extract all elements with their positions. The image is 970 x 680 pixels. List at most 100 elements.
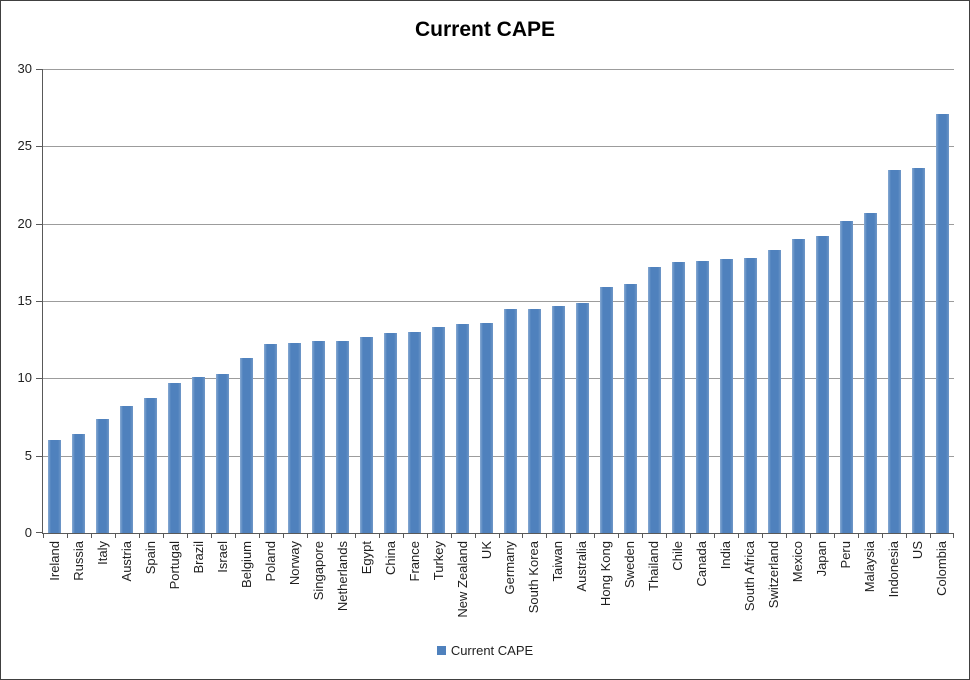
- x-tick-6: [186, 533, 188, 538]
- x-tick-24: [618, 533, 620, 538]
- x-axis-label-mexico: Mexico: [790, 541, 806, 583]
- x-axis-label-new-zealand: New Zealand: [454, 541, 470, 618]
- y-tick-15: [36, 301, 42, 302]
- bar-china: [384, 333, 398, 533]
- bar-canada: [695, 260, 709, 533]
- x-axis-label-peru: Peru: [838, 541, 854, 569]
- x-tick-20: [522, 533, 524, 538]
- bar-peru: [839, 220, 853, 533]
- x-axis-label-colombia: Colombia: [934, 541, 949, 596]
- legend-swatch: [436, 646, 446, 655]
- x-axis-label-canada: Canada: [694, 541, 710, 587]
- bar-portugal: [168, 382, 182, 533]
- gridline-5: [43, 455, 954, 457]
- x-axis-label-italy: Italy: [94, 541, 110, 565]
- x-axis-label-brazil: Brazil: [190, 541, 206, 574]
- y-axis-label-30: 30: [17, 61, 32, 76]
- x-axis-label-indonesia: Indonesia: [886, 541, 902, 598]
- x-tick-7: [210, 533, 212, 538]
- bar-egypt: [360, 336, 374, 533]
- x-tick-16: [426, 533, 428, 538]
- x-tick-15: [402, 533, 404, 538]
- x-tick-28: [714, 533, 716, 538]
- x-axis-label-us: US: [910, 541, 926, 560]
- y-tick-0: [36, 532, 42, 533]
- x-axis-line: [42, 533, 954, 534]
- gridline-30: [43, 69, 954, 70]
- gridline-25: [43, 146, 954, 148]
- x-axis-label-germany: Germany: [502, 541, 518, 595]
- bar-israel: [216, 373, 230, 533]
- bar-austria: [120, 406, 134, 533]
- y-tick-5: [36, 455, 42, 457]
- bar-us: [911, 168, 925, 533]
- x-tick-10: [282, 533, 284, 538]
- bar-russia: [72, 434, 86, 533]
- x-axis-label-poland: Poland: [262, 541, 278, 582]
- x-tick-35: [882, 533, 884, 538]
- x-tick-33: [834, 533, 836, 538]
- bar-south-korea: [527, 308, 541, 533]
- bar-japan: [815, 236, 829, 533]
- y-axis-label-0: 0: [24, 525, 32, 540]
- y-axis-line: [42, 69, 43, 533]
- plot-area: [36, 69, 954, 538]
- x-axis-label-netherlands: Netherlands: [334, 541, 350, 612]
- x-axis-label-turkey: Turkey: [430, 541, 446, 581]
- x-tick-32: [810, 533, 812, 538]
- y-axis-label-15: 15: [17, 293, 32, 308]
- x-axis-label-norway: Norway: [286, 541, 302, 586]
- x-axis-label-switzerland: Switzerland: [766, 541, 782, 609]
- bar-colombia: [935, 113, 949, 533]
- x-axis-label-spain: Spain: [142, 541, 158, 575]
- x-axis-label-israel: Israel: [214, 541, 230, 573]
- x-axis-label-chile: Chile: [670, 541, 686, 571]
- x-tick-11: [306, 533, 308, 538]
- y-tick-10: [36, 378, 42, 380]
- x-tick-4: [138, 533, 140, 538]
- bar-ireland: [48, 440, 62, 533]
- x-tick-19: [498, 533, 500, 538]
- x-axis-label-australia: Australia: [574, 541, 590, 592]
- x-axis-label-taiwan: Taiwan: [550, 541, 566, 582]
- y-axis-label-25: 25: [17, 138, 32, 154]
- x-tick-8: [234, 533, 236, 538]
- bar-south-africa: [743, 257, 757, 533]
- x-axis-label-japan: Japan: [814, 541, 830, 577]
- x-tick-31: [786, 533, 788, 538]
- bar-malaysia: [863, 212, 877, 533]
- x-axis-label-china: China: [382, 541, 398, 575]
- legend: Current CAPE: [1, 643, 969, 658]
- x-tick-37: [930, 533, 932, 538]
- bar-turkey: [432, 327, 446, 533]
- x-axis-label-south-korea: South Korea: [526, 541, 542, 614]
- bar-poland: [264, 344, 278, 533]
- x-axis-label-belgium: Belgium: [238, 541, 254, 588]
- bar-hong-kong: [599, 287, 613, 533]
- x-tick-30: [762, 533, 764, 538]
- x-tick-27: [690, 533, 692, 538]
- bar-new-zealand: [456, 324, 470, 533]
- x-tick-25: [642, 533, 644, 538]
- bar-australia: [575, 302, 589, 533]
- x-tick-3: [114, 533, 116, 538]
- bar-switzerland: [767, 249, 781, 533]
- x-tick-22: [570, 533, 572, 538]
- bar-mexico: [791, 239, 805, 533]
- gridline-20: [43, 223, 954, 225]
- x-tick-26: [666, 533, 668, 538]
- bar-sweden: [623, 284, 637, 533]
- x-tick-13: [354, 533, 356, 538]
- bar-thailand: [647, 266, 661, 533]
- x-tick-17: [450, 533, 452, 538]
- x-tick-12: [330, 533, 332, 538]
- x-tick-1: [66, 533, 68, 538]
- x-tick-29: [738, 533, 740, 538]
- x-axis-label-sweden: Sweden: [622, 541, 638, 588]
- bar-singapore: [312, 341, 326, 533]
- x-tick-5: [162, 533, 164, 538]
- bar-belgium: [240, 358, 254, 533]
- bar-brazil: [192, 376, 206, 533]
- y-tick-25: [36, 146, 42, 148]
